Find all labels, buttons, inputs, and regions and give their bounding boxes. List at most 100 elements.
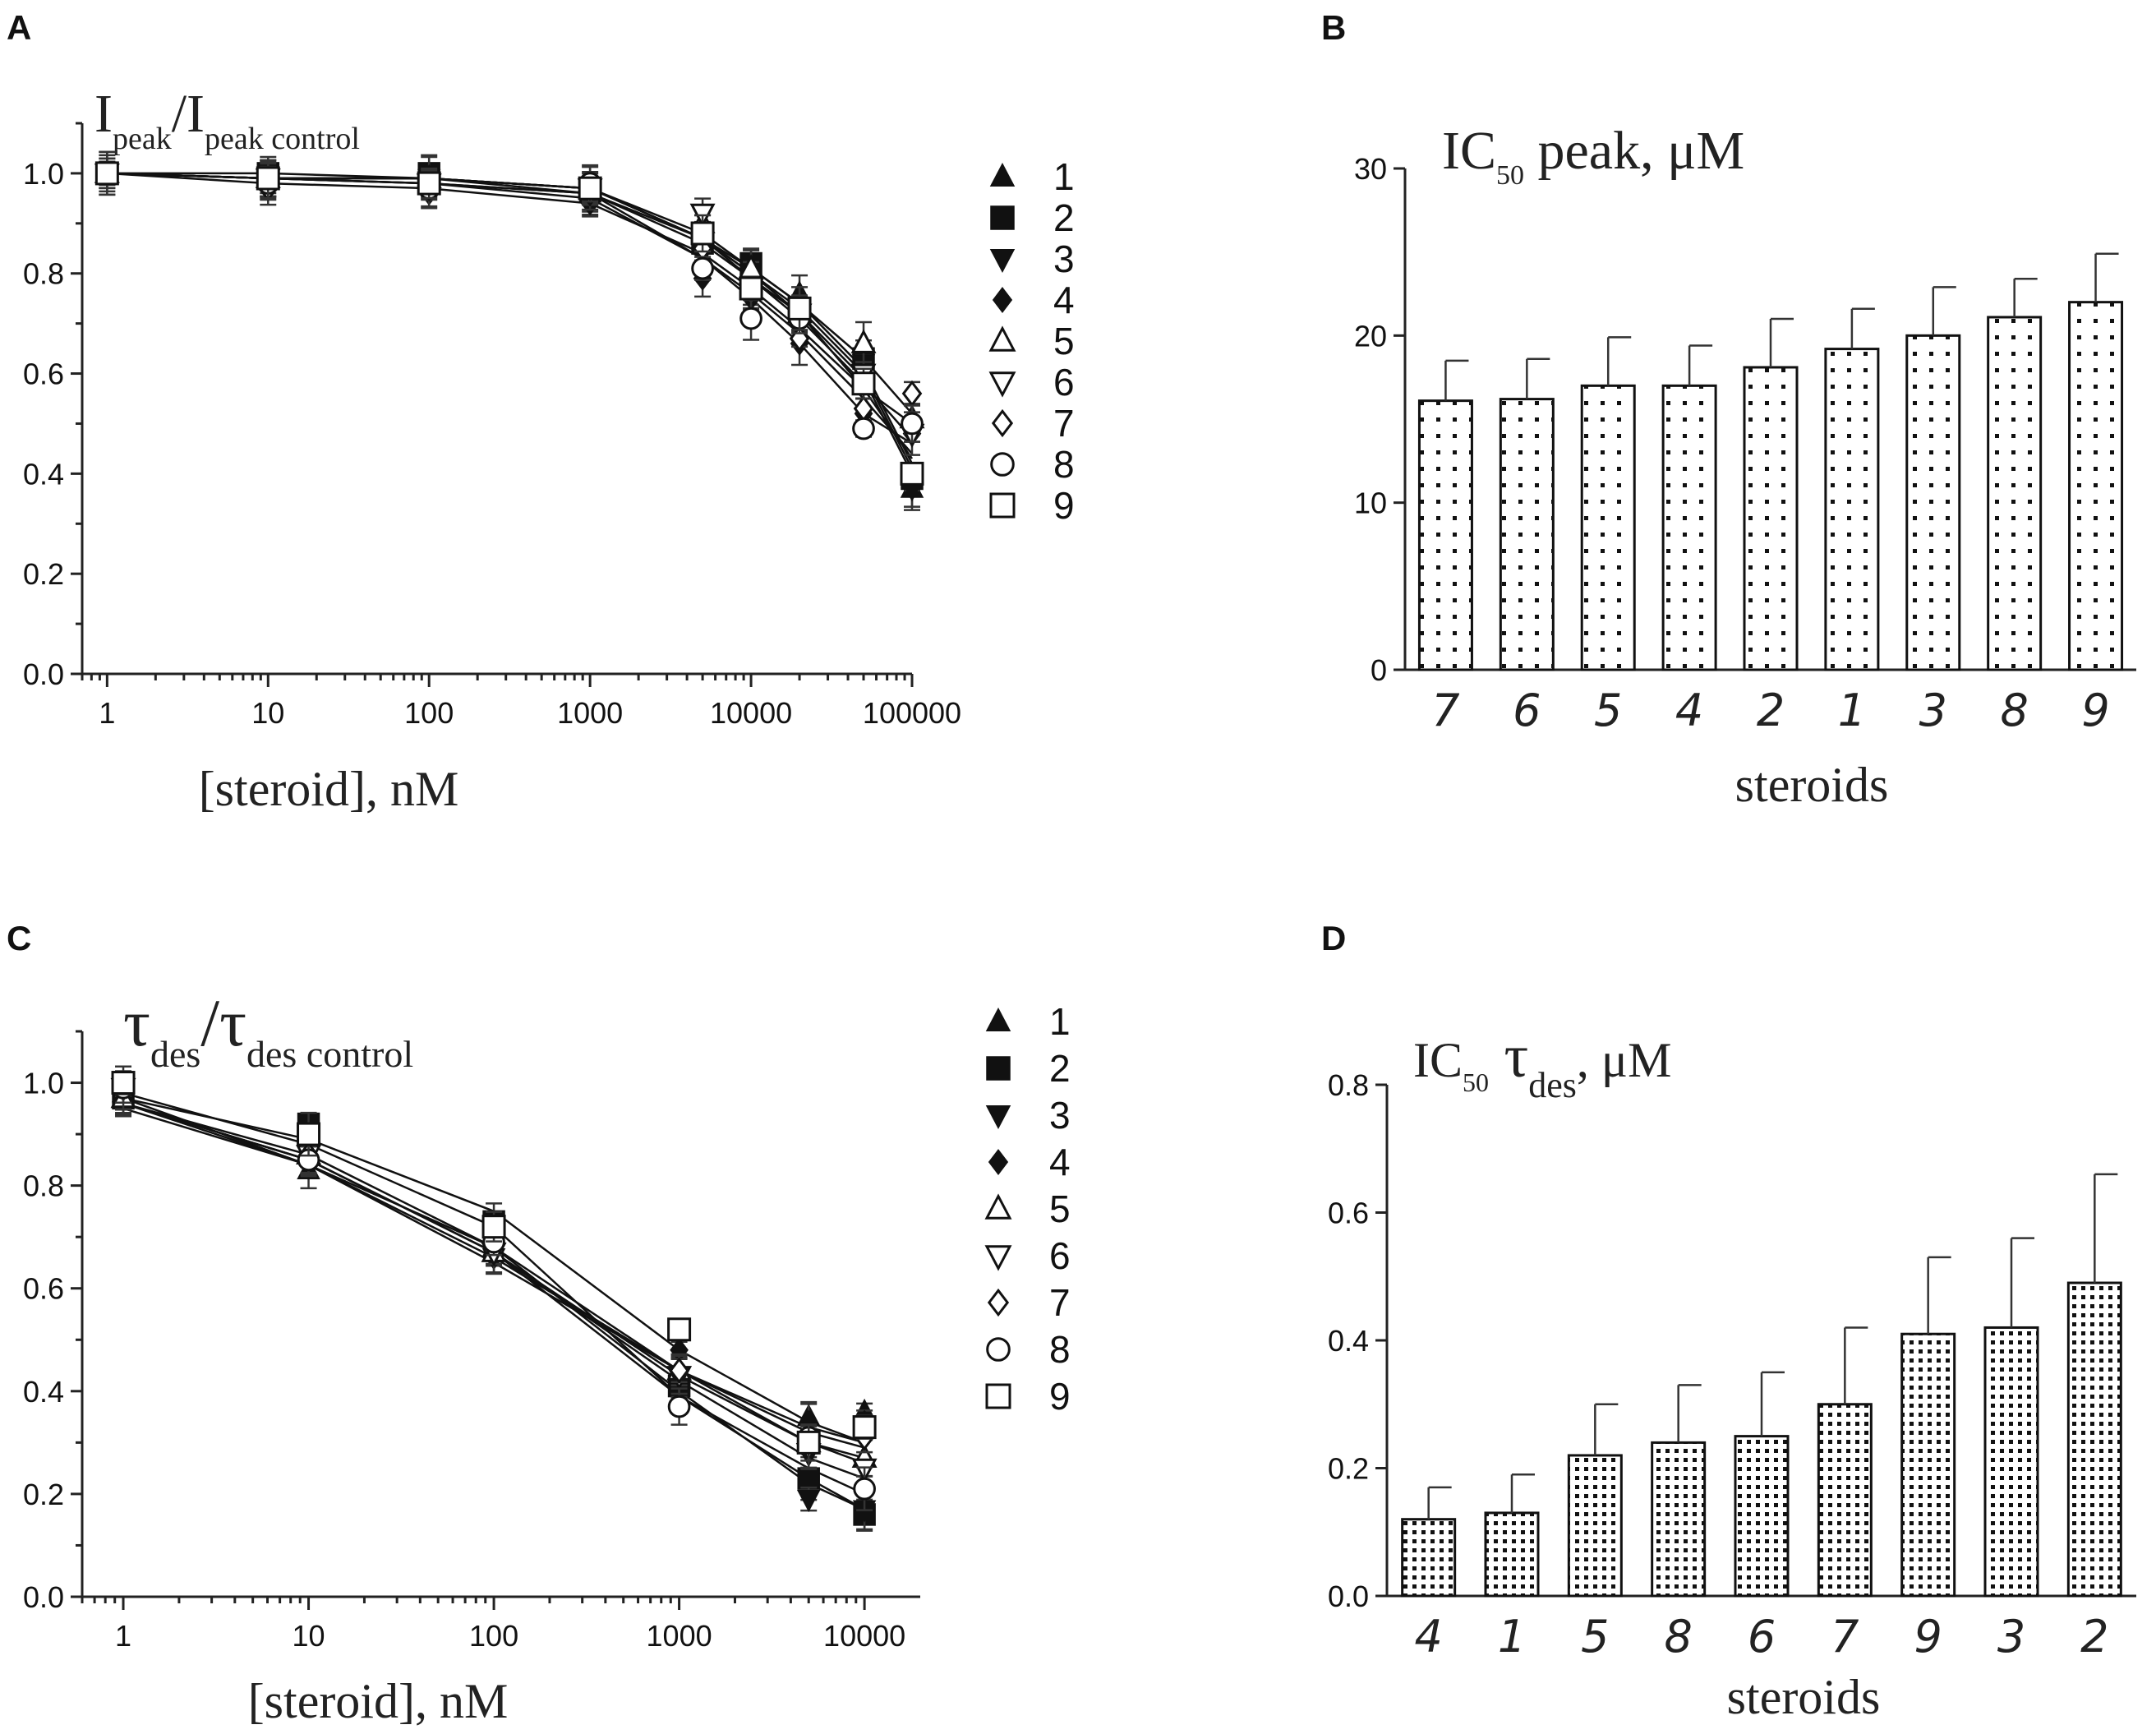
bar-steroid-3 — [1983, 1326, 2039, 1598]
legend-marker-3 — [989, 249, 1016, 274]
y-title-d: IC50 τdes, μM — [1413, 1023, 1671, 1105]
data-points-a — [94, 150, 925, 511]
legend-marker-1 — [989, 162, 1016, 187]
data-point-series-8 — [667, 1395, 691, 1418]
y-tick-label: 0.2 — [1328, 1452, 1369, 1486]
legend-marker-5 — [984, 1193, 1012, 1220]
legend-label-7: 7 — [1049, 1281, 1071, 1324]
data-point-series-9 — [796, 1430, 821, 1455]
data-point-series-9 — [787, 296, 812, 321]
bar-steroid-9 — [1900, 1332, 1956, 1598]
legend-marker-4 — [988, 1149, 1009, 1175]
panel-letter-a: A — [7, 8, 31, 47]
data-point-series-3 — [796, 1490, 821, 1513]
x-tick-label: 10 — [293, 1619, 325, 1653]
legend-label-9: 9 — [1053, 484, 1075, 527]
data-point-series-7 — [901, 380, 923, 408]
y-tick-label: 0.8 — [23, 257, 64, 291]
x-tick-label: 10000 — [823, 1619, 905, 1653]
data-point-series-9 — [256, 166, 280, 191]
bar-steroid-8 — [1651, 1441, 1707, 1598]
data-point-series-8 — [852, 417, 875, 440]
legend-label-5: 5 — [1049, 1188, 1071, 1230]
x-category-label: 8 — [1664, 1611, 1692, 1663]
legend-marker-7 — [991, 408, 1014, 438]
x-title-d: steroids — [1727, 1670, 1881, 1724]
x-category-label: 4 — [1414, 1611, 1442, 1663]
fit-curve-series-8 — [122, 1102, 865, 1496]
y-tick-label: 0.2 — [23, 557, 64, 591]
x-category-label: 6 — [1513, 685, 1541, 736]
x-tick-label: 1000 — [557, 696, 623, 730]
legend-marker-6 — [984, 1245, 1012, 1271]
data-point-series-7 — [669, 1357, 689, 1384]
data-point-series-9 — [481, 1215, 506, 1239]
fit-curve-series-6 — [122, 1102, 865, 1480]
x-title-b: steroids — [1735, 758, 1889, 812]
x-category-label: 5 — [1581, 1611, 1609, 1663]
legend-label-9: 9 — [1049, 1375, 1071, 1418]
axes-a: 0.0 0.2 0.4 0.6 0.8 1.0 1 10 100 1000 10000 100000 — [23, 122, 961, 730]
x-category-label: 9 — [2081, 685, 2109, 736]
y-tick-label: 0.0 — [1328, 1580, 1369, 1613]
legend-marker-8 — [986, 1337, 1011, 1362]
x-tick-label: 100000 — [863, 696, 961, 730]
bar-steroid-5 — [1580, 384, 1636, 671]
x-title-a: [steroid], nM — [199, 762, 459, 816]
panel-a: A Ipeak/Ipeak control [steroid], nM 0.00… — [7, 8, 1075, 816]
data-point-series-8 — [901, 412, 924, 436]
x-category-label: 3 — [1997, 1611, 2025, 1663]
legend-marker-9 — [985, 1383, 1011, 1409]
fit-curves-c — [122, 1091, 865, 1510]
legend-label-1: 1 — [1049, 1000, 1071, 1043]
y-tick-label: 0.4 — [23, 457, 64, 491]
legend-label-4: 4 — [1053, 279, 1075, 321]
x-category-label: 3 — [1919, 685, 1947, 736]
data-point-series-9 — [851, 371, 876, 396]
y-tick-label: 1.0 — [23, 157, 64, 191]
bars-b: 7 6 5 4 2 1 3 8 9 — [1417, 252, 2124, 736]
x-category-label: 6 — [1748, 1611, 1776, 1663]
fit-curve-series-5 — [107, 172, 913, 415]
x-category-label: 1 — [1498, 1611, 1526, 1663]
bar-steroid-4 — [1661, 384, 1717, 671]
legend-label-8: 8 — [1053, 443, 1075, 486]
legend-label-6: 6 — [1049, 1234, 1071, 1277]
bar-steroid-4 — [1401, 1518, 1457, 1598]
x-category-label: 7 — [1431, 685, 1459, 736]
y-tick-label: 0.0 — [23, 1580, 64, 1614]
y-tick-label: 0 — [1371, 653, 1387, 687]
legend-marker-6 — [988, 371, 1016, 398]
data-point-series-9 — [852, 1415, 877, 1440]
y-tick-label: 20 — [1354, 319, 1387, 353]
y-title-b: IC50 peak, μM — [1442, 121, 1744, 191]
data-point-series-8 — [739, 307, 762, 330]
bar-steroid-7 — [1417, 399, 1473, 671]
legend-marker-7 — [987, 1288, 1010, 1317]
data-point-series-5 — [850, 329, 877, 353]
fit-curve-series-4 — [122, 1102, 865, 1449]
legend-marker-2 — [990, 205, 1015, 230]
y-tick-label: 0.6 — [23, 1272, 64, 1306]
x-category-label: 5 — [1594, 685, 1622, 736]
x-category-label: 9 — [1914, 1611, 1942, 1663]
y-tick-label: 0.2 — [23, 1478, 64, 1511]
legend-label-6: 6 — [1053, 361, 1075, 404]
y-tick-label: 0.4 — [1328, 1324, 1369, 1358]
bars-d: 4 1 5 8 6 7 9 3 2 — [1401, 1173, 2122, 1663]
data-point-series-9 — [297, 1122, 321, 1146]
legend-label-7: 7 — [1053, 402, 1075, 445]
legend-label-2: 2 — [1049, 1047, 1071, 1090]
x-category-label: 2 — [1757, 685, 1785, 736]
x-tick-label: 1 — [99, 696, 115, 730]
x-category-label: 4 — [1675, 685, 1703, 736]
bar-steroid-6 — [1734, 1435, 1790, 1598]
fit-curve-series-2 — [122, 1091, 865, 1510]
x-category-label: 7 — [1831, 1611, 1859, 1663]
legend-marker-4 — [992, 287, 1013, 313]
data-point-series-2 — [797, 1467, 820, 1490]
y-tick-label: 0.6 — [23, 357, 64, 391]
y-tick-label: 30 — [1354, 152, 1387, 186]
data-point-series-9 — [578, 176, 602, 201]
